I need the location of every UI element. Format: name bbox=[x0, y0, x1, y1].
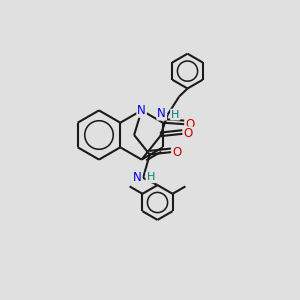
Text: N: N bbox=[157, 106, 166, 120]
Text: N: N bbox=[133, 171, 142, 184]
Text: O: O bbox=[184, 127, 193, 140]
Text: H: H bbox=[146, 172, 155, 182]
Text: O: O bbox=[172, 146, 181, 159]
Text: H: H bbox=[171, 110, 179, 120]
Text: O: O bbox=[185, 118, 194, 131]
Text: N: N bbox=[137, 104, 146, 117]
